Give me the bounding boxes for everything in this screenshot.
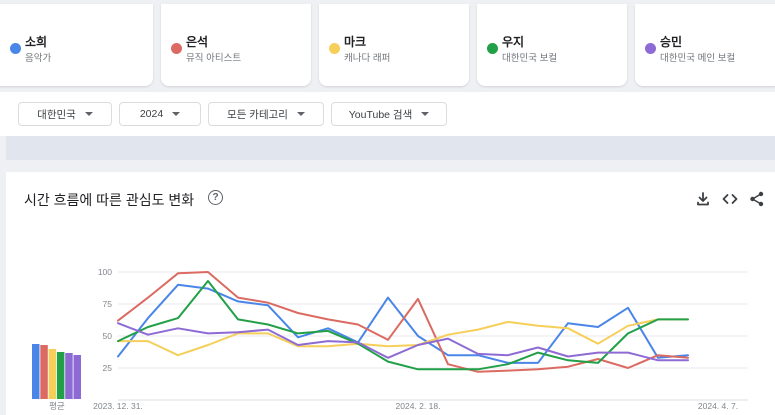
average-bar — [65, 353, 73, 399]
caret-down-icon — [421, 112, 430, 116]
category-dropdown[interactable]: 모든 카테고리 — [208, 102, 324, 126]
interest-over-time-card: 시간 흐름에 따른 관심도 변화 ? 100 75 50 25 2023. 12. 31… — [6, 172, 775, 415]
caret-down-icon — [172, 112, 181, 116]
x-tick-label: 2023. 12. 31. — [93, 401, 143, 411]
y-tick-label: 75 — [103, 299, 113, 309]
search-type-dropdown[interactable]: YouTube 검색 — [331, 102, 447, 126]
y-tick-label: 25 — [103, 363, 113, 373]
term-card-sohee[interactable]: 소희 음악가 — [0, 4, 153, 86]
region-dropdown-label: 대한민국 — [37, 108, 76, 121]
search-terms-row: 소희 음악가 은석 뮤직 아티스트 마크 캐나다 래퍼 우지 대한민국 보컬 승… — [0, 0, 775, 88]
term-color-dot — [645, 43, 656, 54]
average-bar — [48, 349, 57, 399]
period-dropdown[interactable]: 2024 — [119, 102, 201, 126]
term-color-dot — [329, 43, 340, 54]
term-description: 음악가 — [25, 53, 52, 64]
search-type-dropdown-label: YouTube 검색 — [348, 108, 413, 121]
interest-line-chart: 100 75 50 25 2023. 12. 31. 2024. 2. 18. 2024. … — [32, 267, 748, 411]
series-line — [117, 271, 689, 373]
term-description: 대한민국 보컬 — [502, 53, 558, 64]
embed-code-icon[interactable] — [721, 190, 739, 208]
period-dropdown-label: 2024 — [139, 108, 164, 120]
caret-down-icon — [296, 112, 305, 116]
average-bar — [73, 355, 81, 399]
chart-title: 시간 흐름에 따른 관심도 변화 — [24, 192, 195, 208]
term-color-dot — [487, 43, 498, 54]
average-bar — [56, 352, 65, 399]
caret-down-icon — [84, 112, 93, 116]
term-color-dot — [10, 43, 21, 54]
category-dropdown-label: 모든 카테고리 — [227, 108, 288, 121]
average-label: 평균 — [49, 401, 65, 411]
y-tick-label: 50 — [103, 331, 113, 341]
y-tick-label: 100 — [98, 267, 112, 277]
term-name: 마크 — [344, 35, 367, 49]
help-icon[interactable]: ? — [208, 190, 223, 205]
series-line — [117, 318, 689, 357]
x-tick-label: 2024. 2. 18. — [396, 401, 441, 411]
section-divider — [6, 136, 775, 160]
term-card-seungmin[interactable]: 승민 대한민국 메인 보컬 — [635, 4, 775, 86]
filter-bar: 대한민국 2024 모든 카테고리 YouTube 검색 — [0, 92, 775, 136]
term-card-eunseok[interactable]: 은석 뮤직 아티스트 — [161, 4, 311, 86]
region-dropdown[interactable]: 대한민국 — [18, 102, 112, 126]
term-name: 우지 — [502, 35, 525, 49]
share-icon[interactable] — [748, 190, 766, 208]
x-tick-label: 2024. 4. 7. — [698, 401, 738, 411]
download-icon[interactable] — [694, 190, 712, 208]
series-line — [117, 322, 689, 362]
term-description: 캐나다 래퍼 — [344, 53, 391, 64]
term-color-dot — [171, 43, 182, 54]
term-description: 대한민국 메인 보컬 — [660, 53, 736, 64]
term-description: 뮤직 아티스트 — [186, 53, 242, 64]
series-line — [117, 283, 689, 364]
average-bar — [32, 344, 40, 399]
average-bar — [40, 345, 48, 399]
term-name: 승민 — [660, 35, 683, 49]
term-name: 은석 — [186, 35, 209, 49]
term-card-mark[interactable]: 마크 캐나다 래퍼 — [319, 4, 469, 86]
term-card-woozi[interactable]: 우지 대한민국 보컬 — [477, 4, 627, 86]
term-name: 소희 — [25, 35, 48, 49]
series-line — [117, 280, 689, 371]
